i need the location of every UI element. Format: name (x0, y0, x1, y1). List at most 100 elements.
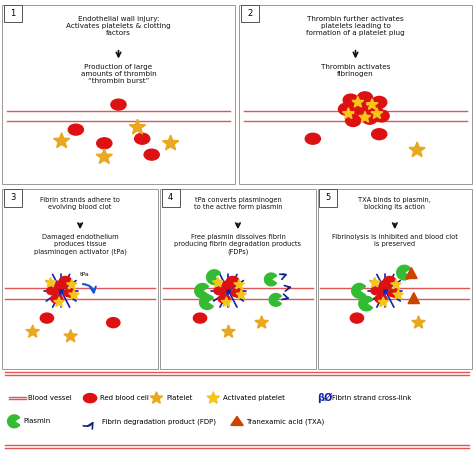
Polygon shape (352, 96, 364, 107)
Text: Activated platelet: Activated platelet (223, 395, 285, 401)
Text: 1: 1 (10, 9, 16, 18)
Text: 3: 3 (10, 193, 16, 202)
Text: Free plasmin dissolves fibrin
producing fibrin degradation products
(FDPs): Free plasmin dissolves fibrin producing … (174, 234, 301, 255)
Ellipse shape (55, 281, 67, 289)
Polygon shape (408, 293, 419, 303)
FancyBboxPatch shape (162, 189, 180, 207)
Ellipse shape (353, 103, 368, 115)
Text: Blood vessel: Blood vessel (28, 395, 72, 401)
Polygon shape (66, 279, 77, 289)
Polygon shape (221, 297, 232, 307)
Text: Endothelial wall injury:
Activates platelets & clotting
factors: Endothelial wall injury: Activates plate… (66, 16, 171, 36)
Text: Fibrin strands adhere to
evolving blood clot: Fibrin strands adhere to evolving blood … (40, 197, 120, 210)
Ellipse shape (374, 110, 389, 122)
Text: Fibrin strand cross-link: Fibrin strand cross-link (332, 395, 411, 401)
Ellipse shape (231, 289, 243, 297)
Wedge shape (200, 295, 213, 309)
Text: 2: 2 (247, 9, 253, 18)
Ellipse shape (388, 289, 400, 297)
Ellipse shape (107, 318, 120, 328)
Polygon shape (378, 297, 389, 307)
Ellipse shape (362, 112, 377, 124)
Ellipse shape (144, 149, 159, 160)
Text: Thrombin further activates
platelets leading to
formation of a platelet plug: Thrombin further activates platelets lea… (306, 16, 405, 36)
Polygon shape (234, 279, 245, 289)
FancyBboxPatch shape (241, 5, 259, 22)
Polygon shape (366, 99, 378, 109)
Text: Damaged endothelium
produces tissue
plasminogen activator (tPa): Damaged endothelium produces tissue plas… (34, 234, 127, 255)
Polygon shape (412, 316, 425, 328)
Ellipse shape (83, 394, 97, 403)
Text: Fibrin degradation product (FDP): Fibrin degradation product (FDP) (102, 418, 216, 425)
Wedge shape (207, 270, 220, 284)
FancyBboxPatch shape (319, 189, 337, 207)
Wedge shape (397, 265, 410, 280)
Polygon shape (69, 289, 79, 299)
Wedge shape (269, 293, 281, 306)
FancyBboxPatch shape (4, 189, 22, 207)
Ellipse shape (346, 115, 361, 126)
Ellipse shape (379, 281, 392, 289)
Ellipse shape (222, 281, 235, 289)
Text: Red blood cell: Red blood cell (100, 395, 148, 401)
Text: Thrombin activates
fibrinogen: Thrombin activates fibrinogen (321, 64, 390, 77)
Polygon shape (393, 289, 403, 299)
Ellipse shape (375, 295, 387, 303)
Text: Plasmin: Plasmin (24, 418, 51, 425)
Ellipse shape (193, 313, 207, 323)
Polygon shape (96, 149, 112, 163)
Text: TXA binds to plasmin,
blocking its action: TXA binds to plasmin, blocking its actio… (358, 197, 431, 210)
Polygon shape (343, 108, 354, 118)
Polygon shape (163, 135, 179, 150)
Text: tPa: tPa (80, 272, 90, 277)
Polygon shape (26, 325, 39, 337)
Ellipse shape (135, 133, 150, 144)
Polygon shape (236, 289, 246, 299)
Ellipse shape (51, 295, 63, 303)
Ellipse shape (214, 287, 226, 295)
Ellipse shape (357, 92, 373, 104)
Polygon shape (207, 392, 219, 403)
Ellipse shape (343, 94, 358, 106)
Ellipse shape (338, 103, 354, 115)
Ellipse shape (372, 129, 387, 140)
Polygon shape (222, 325, 235, 337)
Ellipse shape (372, 96, 387, 108)
Text: 5: 5 (326, 193, 331, 202)
Polygon shape (359, 111, 371, 122)
Polygon shape (54, 133, 70, 147)
Ellipse shape (97, 138, 112, 149)
Polygon shape (409, 142, 425, 157)
Text: Tranexamic acid (TXA): Tranexamic acid (TXA) (246, 418, 325, 425)
Text: Platelet: Platelet (166, 395, 192, 401)
Polygon shape (391, 279, 401, 289)
Polygon shape (371, 108, 383, 118)
Polygon shape (45, 277, 56, 287)
Ellipse shape (59, 277, 72, 285)
Ellipse shape (46, 287, 59, 295)
Wedge shape (8, 415, 19, 428)
Ellipse shape (218, 295, 230, 303)
Ellipse shape (227, 277, 239, 285)
Polygon shape (129, 119, 146, 134)
Ellipse shape (305, 133, 320, 144)
Wedge shape (195, 283, 209, 298)
Ellipse shape (40, 313, 54, 323)
Text: βØ: βØ (318, 393, 333, 403)
Ellipse shape (383, 277, 396, 285)
Text: Fibrinolysis is inhibited and blood clot
is preserved: Fibrinolysis is inhibited and blood clot… (332, 234, 458, 248)
Wedge shape (264, 273, 276, 286)
Polygon shape (64, 329, 77, 342)
Text: tPa converts plasminogen
to the active form plasmin: tPa converts plasminogen to the active f… (194, 197, 282, 210)
Wedge shape (359, 296, 373, 311)
Ellipse shape (371, 287, 383, 295)
Polygon shape (150, 392, 163, 403)
FancyBboxPatch shape (4, 5, 22, 22)
Polygon shape (369, 277, 380, 287)
Text: Production of large
amounts of thrombin
“thrombin burst”: Production of large amounts of thrombin … (81, 64, 156, 84)
Ellipse shape (367, 103, 382, 115)
Wedge shape (352, 283, 365, 298)
Ellipse shape (350, 313, 364, 323)
Polygon shape (212, 277, 223, 287)
Polygon shape (231, 416, 243, 425)
